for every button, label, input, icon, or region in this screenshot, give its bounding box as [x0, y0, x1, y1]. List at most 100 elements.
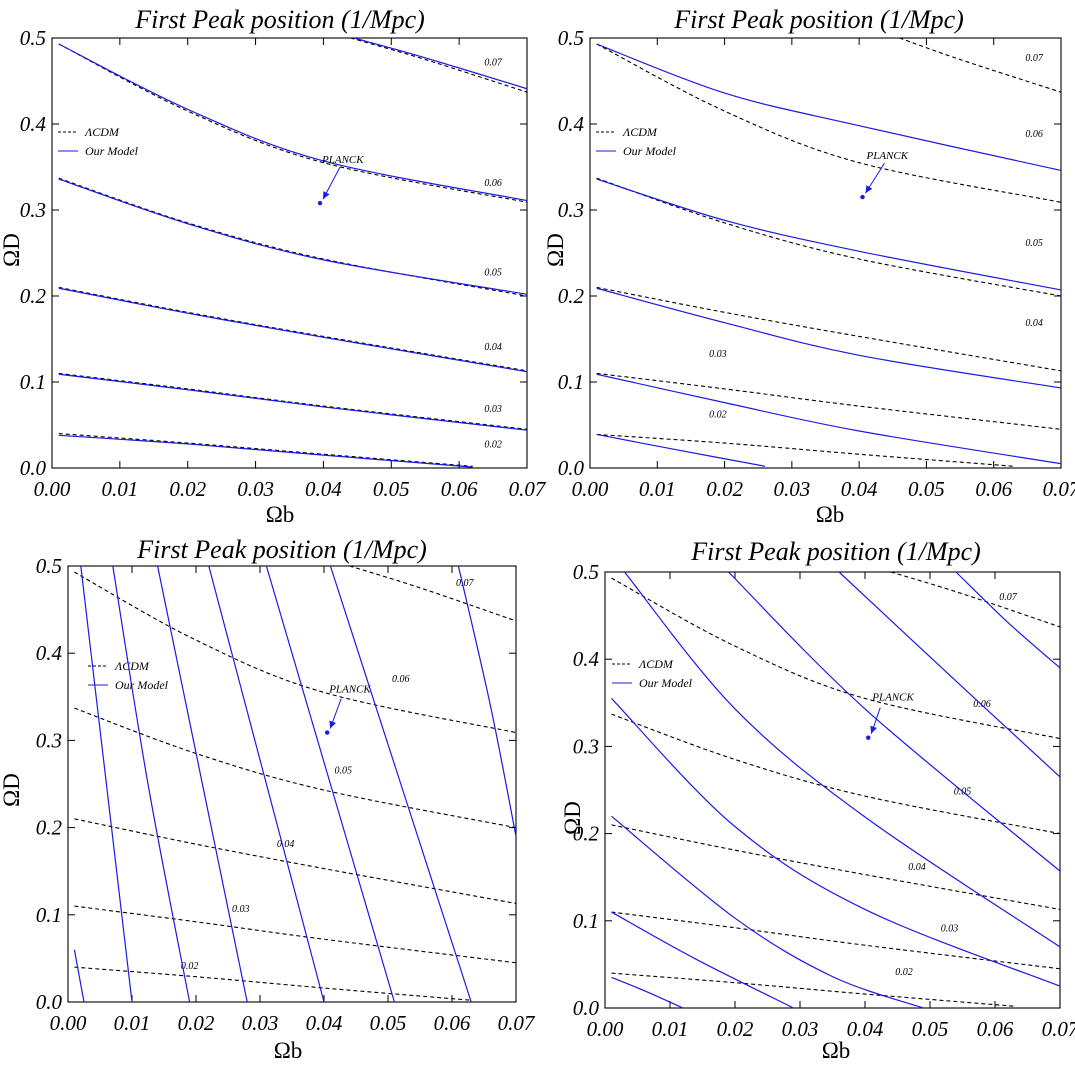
x-tick-label: 0.06: [975, 477, 1012, 501]
legend: ΛCDM Our Model: [596, 125, 677, 158]
contour-level-label: 0.03: [709, 349, 727, 360]
contour-line: [728, 571, 1061, 872]
contour-level-label: 0.06: [484, 178, 502, 189]
y-tick-label: 0.5: [20, 26, 46, 50]
x-tick-label: 0.01: [101, 477, 138, 501]
x-tick-label: 0.05: [370, 1011, 407, 1035]
x-tick-label: 0.04: [305, 477, 342, 501]
contour-line: [596, 286, 1062, 372]
contour-level-label: 0.07: [999, 592, 1018, 603]
x-tick-label: 0.07: [1043, 477, 1075, 501]
x-tick-label: 0.04: [841, 477, 878, 501]
contour-line: [611, 911, 1061, 970]
contour-line: [838, 571, 1061, 778]
x-tick-label: 0.00: [50, 1011, 87, 1035]
contour-level-label: 0.03: [484, 404, 502, 415]
y-tick-label: 0.5: [36, 554, 62, 578]
chart-panel-top-right: First Peak position (1/Mpc) Ωb ΩD 0.00 0.…: [543, 5, 1075, 527]
y-tick-label: 0.0: [20, 456, 47, 480]
contour-level-label: 0.07: [1025, 53, 1044, 64]
chart-title: First Peak position (1/Mpc): [690, 537, 981, 566]
legend-label: ΛCDM: [114, 659, 150, 673]
contour-level-label: 0.04: [484, 342, 502, 353]
planck-point: [860, 194, 865, 200]
planck-arrow-head: [865, 185, 873, 194]
y-tick-label: 0.5: [573, 560, 599, 584]
x-tick-label: 0.01: [639, 477, 676, 501]
contour-level-label: 0.02: [181, 961, 199, 972]
y-tick-label: 0.3: [573, 734, 599, 758]
contour-level-label: 0.06: [1025, 129, 1043, 140]
contour-line: [329, 565, 472, 1003]
contour-line: [208, 565, 325, 1003]
legend: ΛCDM Our Model: [612, 657, 693, 690]
plot-frame: [589, 37, 1062, 469]
contour-line: [596, 178, 1062, 291]
y-tick-label: 0.3: [20, 198, 46, 222]
x-tick-label: 0.03: [237, 477, 274, 501]
contour-line: [611, 824, 1061, 911]
contour-line: [265, 565, 395, 1003]
y-tick-label: 0.3: [36, 728, 62, 752]
planck-arrow-head: [329, 720, 336, 729]
planck-annotation: PLANCK: [860, 150, 909, 200]
contour-line: [457, 565, 517, 837]
planck-annotation: PLANCK: [325, 684, 371, 735]
x-tick-label: 0.02: [169, 477, 206, 501]
x-tick-label: 0.04: [306, 1011, 343, 1035]
legend-label: Our Model: [623, 144, 677, 158]
contour-level-label: 0.05: [334, 766, 352, 777]
contour-line: [899, 37, 1062, 93]
x-tick-label: 0.00: [587, 1017, 624, 1041]
x-tick-label: 0.07: [498, 1011, 536, 1035]
x-tick-label: 0.06: [441, 477, 478, 501]
chart-title: First Peak position (1/Mpc): [673, 5, 964, 34]
contour-level-label: 0.07: [456, 578, 475, 589]
planck-label: PLANCK: [871, 692, 914, 704]
y-tick-label: 0.4: [573, 647, 600, 671]
x-tick-label: 0.00: [572, 477, 609, 501]
series-lcdm: 0.02 0.03 0.04 0.05 0.06 0.07: [74, 565, 517, 1001]
contour-line: [157, 565, 248, 1003]
planck-point: [866, 735, 871, 740]
x-tick-label: 0.00: [34, 477, 71, 501]
y-tick-label: 0.0: [573, 996, 600, 1020]
contour-line: [955, 571, 1061, 669]
legend-label: Our Model: [115, 678, 169, 692]
contour-level-label: 0.04: [908, 862, 926, 873]
x-tick-label: 0.01: [114, 1011, 151, 1035]
contour-level-label: 0.02: [709, 409, 727, 420]
y-tick-label: 0.4: [558, 112, 585, 136]
chart-panel-bottom-left: First Peak position (1/Mpc) Ωb ΩD 0.00 0.…: [0, 535, 536, 1063]
chart-title: First Peak position (1/Mpc): [136, 535, 427, 564]
x-tick-label: 0.03: [782, 1017, 819, 1041]
contour-level-label: 0.04: [1025, 318, 1043, 329]
y-tick-label: 0.5: [558, 26, 584, 50]
contour-line: [350, 37, 528, 93]
contour-line: [611, 713, 1061, 835]
contour-level-label: 0.05: [484, 267, 502, 278]
x-tick-label: 0.05: [373, 477, 410, 501]
contour-line: [58, 178, 528, 295]
planck-point: [317, 200, 323, 206]
x-tick-label: 0.02: [706, 477, 743, 501]
contour-line: [58, 43, 528, 203]
x-tick-label: 0.02: [717, 1017, 754, 1041]
contour-line: [611, 911, 794, 1009]
contour-level-label: 0.02: [895, 967, 913, 978]
y-tick-label: 0.2: [20, 284, 47, 308]
y-axis-label: ΩD: [543, 233, 568, 267]
contour-line: [353, 37, 528, 90]
contour-line: [349, 565, 517, 622]
y-axis-label: ΩD: [560, 801, 585, 835]
x-tick-label: 0.05: [912, 1017, 949, 1041]
planck-arrow-head: [323, 191, 330, 200]
contour-level-label: 0.04: [277, 839, 295, 850]
y-tick-label: 0.4: [20, 112, 47, 136]
contour-line: [58, 177, 528, 297]
x-axis-label: Ωb: [816, 502, 845, 527]
chart-title: First Peak position (1/Mpc): [134, 5, 425, 34]
contour-line: [58, 43, 528, 202]
contour-line: [624, 571, 1061, 948]
